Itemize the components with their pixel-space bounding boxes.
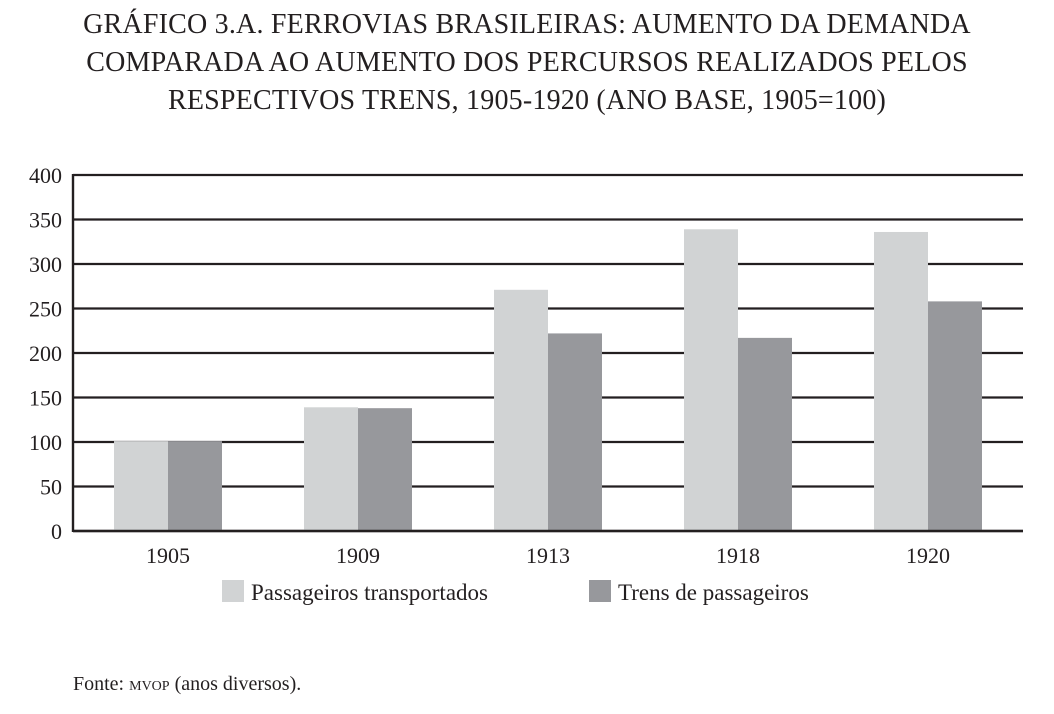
- y-tick-label: 400: [29, 163, 62, 188]
- y-tick-label: 50: [40, 475, 62, 500]
- y-tick-label: 200: [29, 341, 62, 366]
- y-tick-label: 300: [29, 252, 62, 277]
- x-tick-label: 1913: [526, 543, 570, 568]
- x-tick-label: 1920: [906, 543, 950, 568]
- source-suffix: (anos diversos).: [169, 673, 302, 695]
- y-tick-label: 100: [29, 430, 62, 455]
- title-line: COMPARADA AO AUMENTO DOS PERCURSOS REALI…: [86, 47, 968, 78]
- x-tick-label: 1909: [336, 543, 380, 568]
- y-tick-label: 250: [29, 297, 62, 322]
- legend-label: Passageiros transportados: [251, 580, 488, 605]
- bar-trens-de-passageiros: [358, 408, 412, 531]
- bar-passageiros-transportados: [874, 231, 928, 531]
- bar-trens-de-passageiros: [168, 441, 222, 531]
- bar-passageiros-transportados: [684, 229, 738, 532]
- title-line: RESPECTIVOS TRENS, 1905-1920 (ANO BASE, …: [167, 85, 887, 116]
- y-tick-label: 150: [29, 386, 62, 411]
- x-tick-label: 1905: [146, 543, 190, 568]
- legend-swatch: [222, 580, 244, 602]
- y-tick-label: 350: [29, 208, 62, 233]
- source-prefix: Fonte:: [73, 673, 130, 695]
- legend-label: Trens de passageiros: [618, 580, 809, 605]
- source-note: Fonte: MVOP (anos diversos).: [73, 673, 301, 696]
- bar-passageiros-transportados: [114, 441, 168, 531]
- bar-trens-de-passageiros: [548, 333, 602, 531]
- legend-swatch: [589, 580, 611, 602]
- bar-trens-de-passageiros: [928, 301, 982, 531]
- bar-passageiros-transportados: [304, 407, 358, 531]
- x-tick-label: 1918: [716, 543, 760, 568]
- bar-trens-de-passageiros: [738, 337, 792, 531]
- bar-chart: 0 50 100 150 200 250 300 350 400 1905 1909 1913 1918…: [29, 163, 1023, 605]
- y-tick-label: 0: [51, 519, 62, 544]
- bar-passageiros-transportados: [494, 289, 548, 531]
- title-line: GRÁFICO 3.A. FERROVIAS BRASILEIRAS: AUME…: [83, 9, 971, 40]
- chart-title: GRÁFICO 3.A. FERROVIAS BRASILEIRAS: AUME…: [0, 6, 1054, 120]
- source-abbr: MVOP: [129, 673, 170, 695]
